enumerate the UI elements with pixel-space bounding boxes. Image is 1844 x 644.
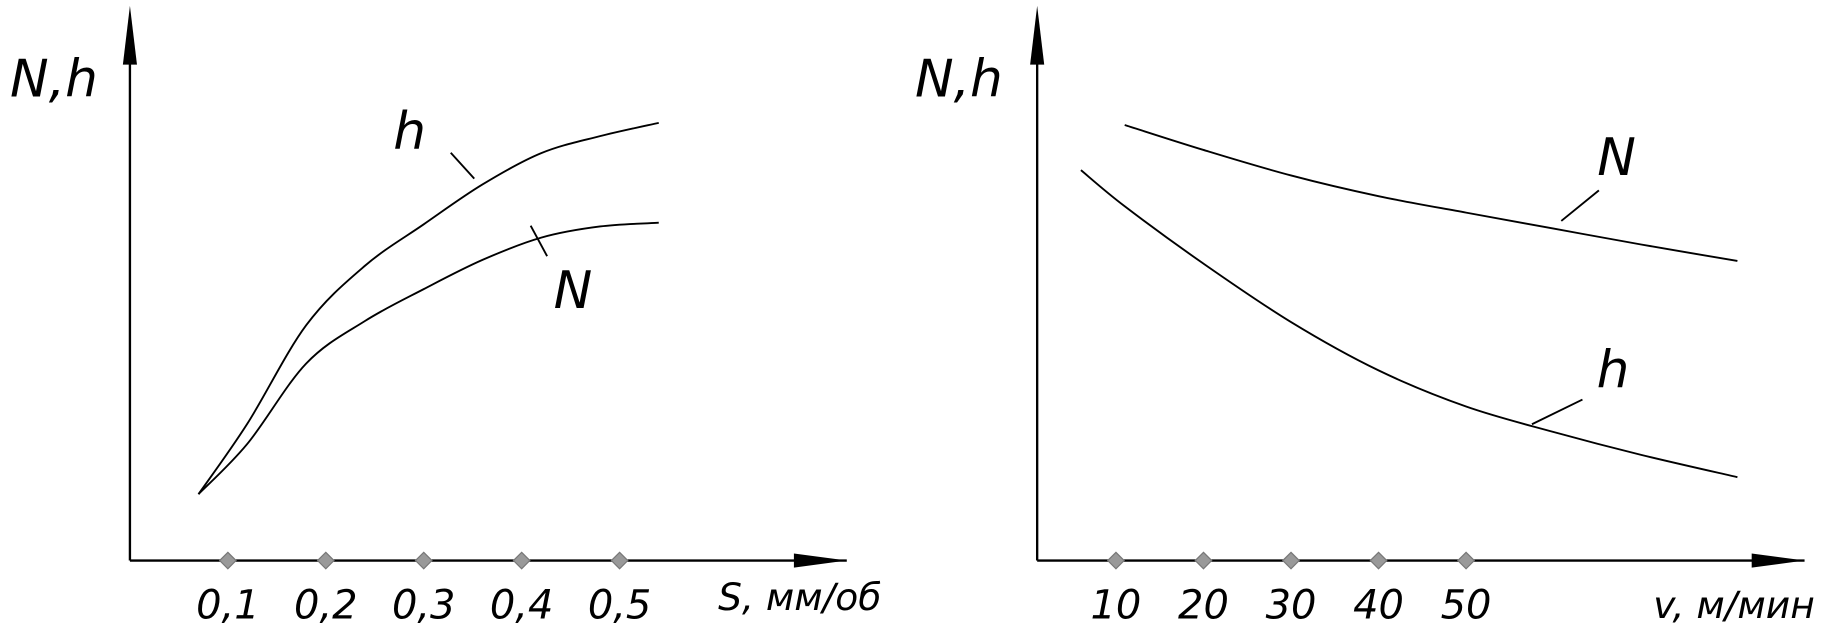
leader-line [1531,398,1583,426]
leader-line [529,225,548,257]
data-line [197,221,659,495]
x-tick-label: 0,3 [392,583,456,629]
tick-mark [1457,551,1476,570]
y-axis-arrow [1030,5,1045,65]
tick-mark [1194,551,1213,570]
leader-line [1560,189,1600,222]
data-line [1080,169,1738,479]
series-label: N [1597,128,1636,188]
x-tick-label: 20 [1178,583,1229,629]
x-tick-label: 0,4 [490,583,554,629]
x-tick-label: 10 [1091,583,1142,629]
x-tick-label: 0,1 [196,583,260,629]
x-tick-label: 0,2 [294,583,358,629]
x-axis-label: S, мм/об [718,575,881,619]
x-axis-arrow [793,553,847,568]
tick-mark [1106,551,1126,570]
x-axis-label: v, м/мин [1653,583,1814,627]
tick-mark [414,551,433,570]
x-axis-arrow [1751,553,1805,568]
data-line [1124,124,1738,262]
tick-mark [610,551,629,570]
x-tick-label: 50 [1441,583,1492,629]
y-axis-label: N,h [915,49,1003,109]
series-label: N [554,261,593,321]
x-tick-label: 30 [1266,583,1317,629]
data-line [197,121,659,495]
series-label: h [393,102,426,162]
series-label: h [1597,341,1630,401]
tick-mark [316,551,335,570]
y-axis-label: N,h [10,49,98,109]
x-tick-label: 0,5 [588,583,652,629]
tick-mark [1369,551,1388,570]
x-tick-label: 40 [1353,583,1404,629]
leader-line [450,152,475,180]
tick-mark [218,551,237,570]
tick-mark [1281,551,1301,570]
y-axis-arrow [122,5,137,65]
tick-mark [512,551,531,570]
